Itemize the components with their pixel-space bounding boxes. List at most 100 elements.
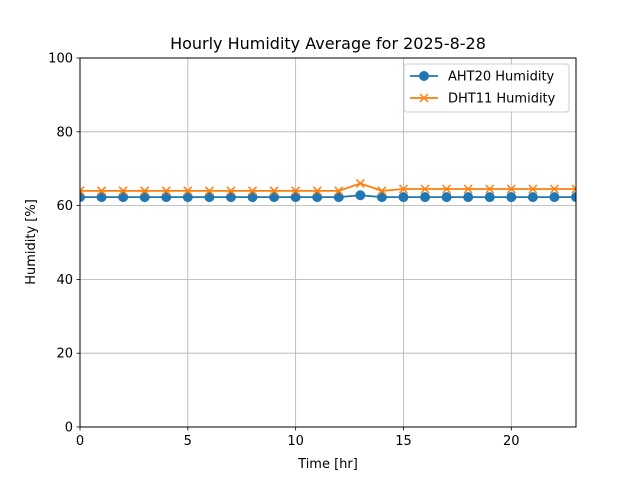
- series-1-point: [225, 192, 236, 203]
- y-tick-label: 100: [48, 52, 73, 67]
- series-1-point: [376, 192, 387, 203]
- series-2-point: [118, 186, 128, 196]
- series-2-point-stroke: [334, 186, 344, 196]
- series-1-point: [463, 192, 474, 203]
- legend-swatch-marker: [419, 71, 429, 81]
- series-1-point: [441, 192, 452, 203]
- series-2-point: [355, 178, 365, 188]
- series-1-point: [506, 192, 517, 203]
- series-1-point: [398, 192, 409, 203]
- series-2-point-stroke: [291, 186, 301, 196]
- series-2-point: [97, 186, 107, 196]
- series-2-point-stroke: [226, 186, 236, 196]
- plot-frame: [79, 57, 577, 428]
- series-2-point-stroke: [204, 186, 214, 196]
- series-2-point-stroke: [377, 186, 387, 196]
- series-2-point: [571, 184, 576, 194]
- series-2-point-stroke: [183, 186, 193, 196]
- legend-swatch-marker: [419, 93, 429, 103]
- series-2-line: [80, 182, 576, 192]
- x-tick-label: 5: [184, 434, 192, 449]
- series-1-point: [161, 192, 172, 203]
- series-2-point-stroke: [118, 186, 128, 196]
- y-tick-label: 20: [56, 347, 73, 362]
- series-2-point: [140, 186, 150, 196]
- series-2-point-stroke: [571, 184, 576, 191]
- series-2-point-stroke: [140, 186, 150, 196]
- series-2-point: [506, 184, 516, 194]
- legend-entry-1: AHT20 Humidity: [410, 70, 555, 85]
- series-1-point: [527, 192, 538, 203]
- series-2-point-stroke: [398, 184, 409, 194]
- series-1-point: [118, 192, 129, 203]
- series-2-point: [291, 186, 301, 196]
- series-1-point: [96, 192, 107, 203]
- series-2-point-stroke: [506, 184, 516, 194]
- axis-ticks: 0 5 10 15 20 0 20 40 60 80 100: [48, 52, 519, 450]
- series-2-point-stroke: [463, 184, 473, 194]
- y-tick-label: 40: [56, 273, 73, 288]
- series-2-point: [442, 184, 452, 194]
- x-tick-label: 15: [395, 434, 412, 449]
- series-1-point: [355, 190, 366, 201]
- series-2-point: [377, 186, 387, 196]
- series-2-point-stroke: [80, 186, 85, 192]
- series-2-point-stroke: [97, 186, 107, 196]
- series-1-point: [484, 192, 495, 203]
- series-1-point: [182, 192, 193, 203]
- legend-swatch-marker-stroke: [419, 93, 429, 103]
- series-2-point: [312, 186, 322, 196]
- y-tick-label: 60: [56, 199, 73, 214]
- series-2-point: [80, 186, 85, 196]
- series-1-point: [290, 192, 301, 203]
- series-2-point: [485, 184, 495, 194]
- series-2-point-stroke: [269, 186, 279, 196]
- series-2-point-stroke: [420, 184, 430, 194]
- series-2-point: [204, 186, 214, 196]
- series-2-point: [247, 186, 258, 196]
- x-tick-label: 10: [287, 434, 304, 449]
- x-axis-label: Time [hr]: [297, 457, 358, 472]
- series-2-point-stroke: [549, 184, 559, 194]
- series-1-point: [549, 192, 560, 203]
- series-1-point: [247, 192, 258, 203]
- x-tick-label: 20: [503, 434, 520, 449]
- chart-title: Hourly Humidity Average for 2025-8-28: [170, 34, 486, 53]
- series-2-point-stroke: [247, 186, 258, 196]
- legend-entry-2: DHT11 Humidity: [410, 92, 556, 107]
- series-2-point: [398, 184, 409, 194]
- legend-label: AHT20 Humidity: [448, 70, 555, 85]
- series-2-point: [463, 184, 473, 194]
- series-2-point-stroke: [442, 184, 452, 194]
- series-1-point: [139, 192, 150, 203]
- series-2-point-stroke: [355, 178, 365, 188]
- series-2-point: [269, 186, 279, 196]
- series-2-point-stroke: [528, 184, 538, 194]
- legend-label: DHT11 Humidity: [448, 92, 556, 107]
- series-2-point: [420, 184, 430, 194]
- series-2-point-stroke: [485, 184, 495, 194]
- series-2-point-stroke: [571, 187, 576, 194]
- series-2-point-stroke: [161, 186, 171, 196]
- plot-area: [80, 178, 576, 203]
- y-tick-label: 80: [56, 125, 73, 140]
- series-2-point: [549, 184, 559, 194]
- series-1-point: [312, 192, 323, 203]
- series-1-point: [333, 192, 344, 203]
- series-2-point-stroke: [312, 186, 322, 196]
- series-1-point: [204, 192, 215, 203]
- series-1-point: [420, 192, 431, 203]
- series-2-point: [528, 184, 538, 194]
- legend-box: [403, 63, 570, 113]
- series-2-point: [183, 186, 193, 196]
- y-axis-label: Humidity [%]: [24, 199, 39, 285]
- legend: AHT20 Humidity DHT11 Humidity: [403, 63, 570, 113]
- series-2-point: [226, 186, 236, 196]
- series-2-point-stroke: [80, 189, 85, 196]
- x-tick-label: 0: [76, 434, 84, 449]
- series-1-point: [269, 192, 280, 203]
- series-2-point: [334, 186, 344, 196]
- series-2-point: [161, 186, 171, 196]
